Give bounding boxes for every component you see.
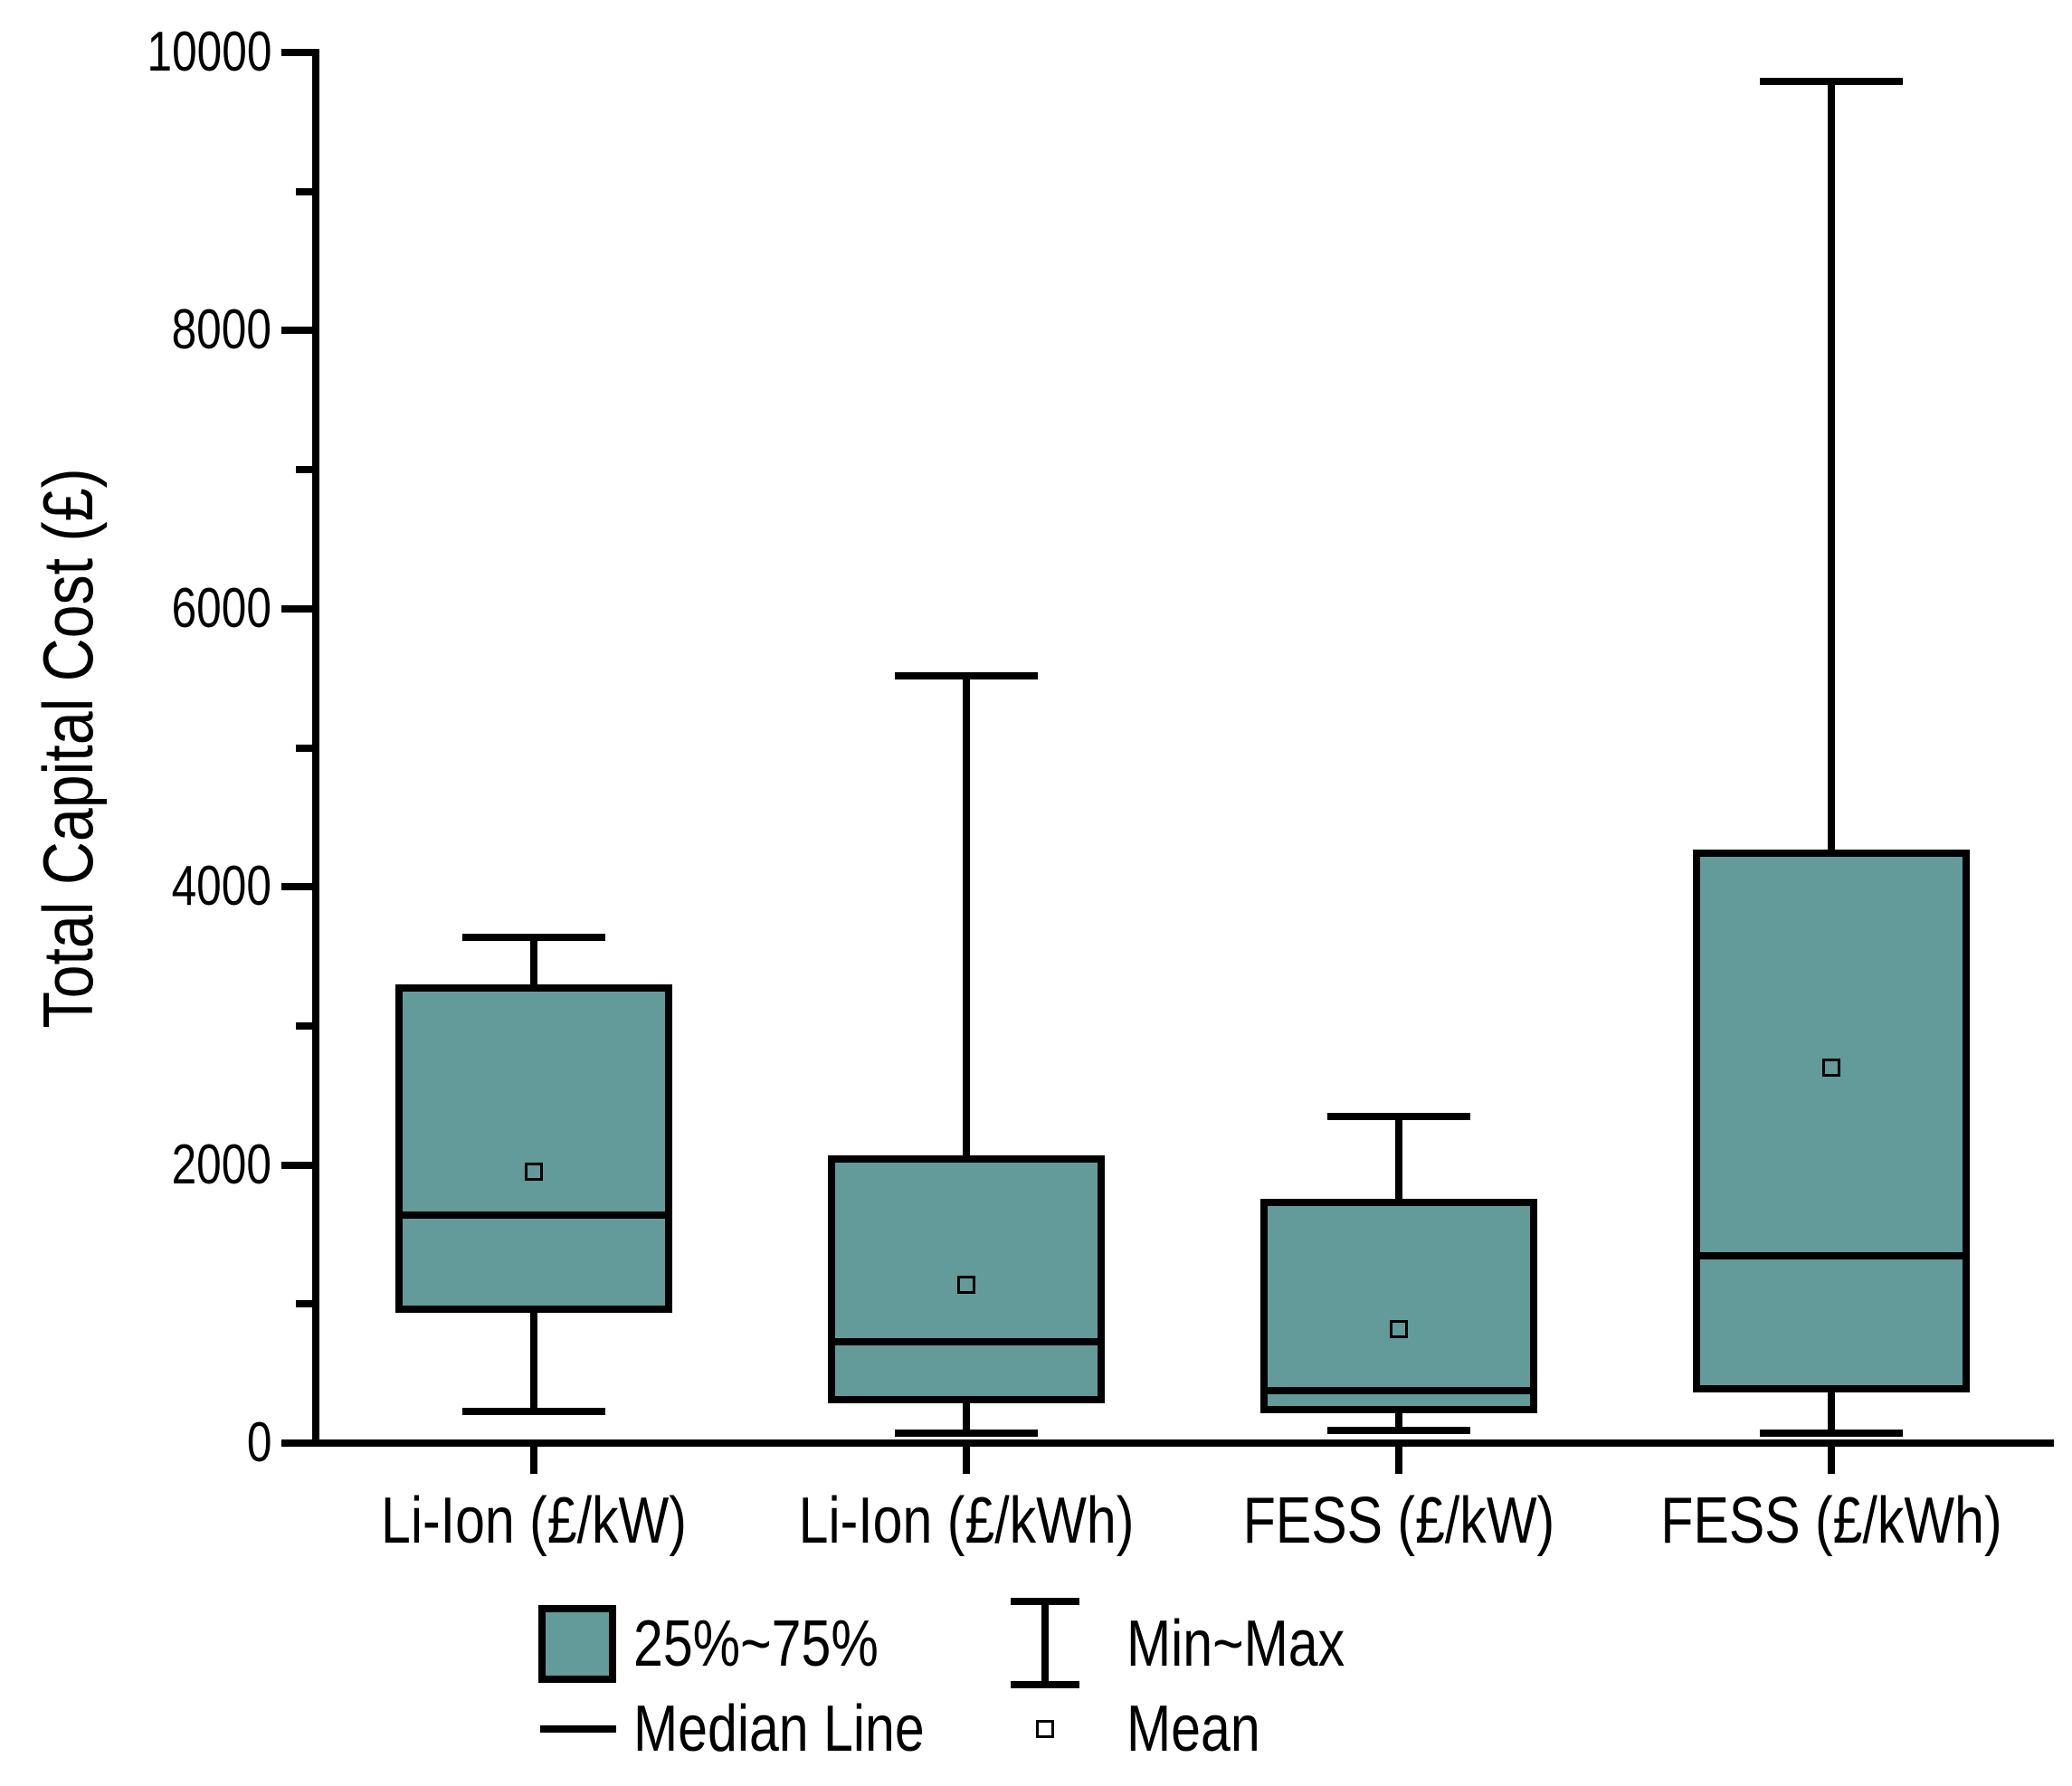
whisker-upper-line <box>530 936 537 989</box>
y-tick-label: 6000 <box>171 576 271 640</box>
y-major-tick <box>281 49 316 56</box>
mean-marker <box>957 1275 975 1294</box>
median-line <box>395 1211 672 1219</box>
iqr-box <box>828 1155 1105 1404</box>
legend-swatch-iqr <box>538 1605 616 1683</box>
y-major-tick <box>281 883 316 891</box>
iqr-box <box>395 984 672 1314</box>
y-tick-label: 8000 <box>171 299 271 362</box>
whisker-min-cap <box>462 1407 605 1415</box>
mean-marker <box>525 1163 543 1182</box>
mean-marker <box>1822 1059 1840 1077</box>
whisker-max-cap <box>1760 78 1903 86</box>
mean-marker <box>1390 1319 1408 1338</box>
whisker-lower-line <box>530 1309 537 1411</box>
y-minor-tick <box>296 466 316 474</box>
x-category-tick <box>963 1443 970 1474</box>
whisker-lower-line <box>1828 1389 1835 1434</box>
y-minor-tick <box>296 187 316 195</box>
y-tick-label: 4000 <box>171 855 271 918</box>
median-line <box>1693 1251 1970 1259</box>
y-major-tick <box>281 327 316 335</box>
whisker-upper-line <box>1828 81 1835 854</box>
y-major-tick <box>281 604 316 613</box>
legend-whisker-icon-bottom-cap <box>1011 1681 1079 1688</box>
x-category-tick <box>530 1443 537 1474</box>
legend-label-median: Median Line <box>633 1693 925 1765</box>
iqr-box <box>1260 1199 1537 1414</box>
legend-label-mean: Mean <box>1126 1693 1260 1765</box>
whisker-min-cap <box>1327 1427 1470 1435</box>
whisker-lower-line <box>963 1400 970 1434</box>
legend-whisker-icon <box>1041 1603 1049 1685</box>
legend-label-minmax: Min~Max <box>1126 1608 1345 1680</box>
y-minor-tick <box>296 744 316 752</box>
x-category-label: FESS (£/kW) <box>1242 1485 1555 1557</box>
whisker-max-cap <box>462 933 605 941</box>
legend-label-iqr: 25%~75% <box>633 1608 879 1680</box>
y-axis-title: Total Capital Cost (£) <box>28 468 108 1029</box>
legend-median-icon <box>540 1725 616 1733</box>
y-tick-label: 2000 <box>171 1133 271 1196</box>
iqr-box <box>1693 850 1970 1393</box>
legend-mean-icon <box>1036 1720 1054 1738</box>
y-minor-tick <box>296 1021 316 1030</box>
median-line <box>1260 1386 1537 1394</box>
x-category-label: Li-Ion (£/kWh) <box>798 1485 1135 1557</box>
whisker-lower-line <box>1395 1410 1402 1431</box>
whisker-upper-line <box>1395 1116 1402 1203</box>
x-category-label: FESS (£/kWh) <box>1660 1485 2002 1557</box>
x-axis-line <box>312 1439 2054 1447</box>
y-major-tick <box>281 1161 316 1169</box>
y-tick-label: 0 <box>246 1411 271 1474</box>
legend-whisker-icon-top-cap <box>1011 1598 1079 1605</box>
y-axis-line <box>312 49 319 1447</box>
median-line <box>828 1337 1105 1345</box>
y-major-tick <box>281 1439 316 1447</box>
whisker-max-cap <box>1327 1112 1470 1120</box>
whisker-min-cap <box>895 1430 1038 1438</box>
x-category-label: Li-Ion (£/kW) <box>381 1485 687 1557</box>
whisker-max-cap <box>895 671 1038 679</box>
whisker-min-cap <box>1760 1430 1903 1438</box>
y-minor-tick <box>296 1300 316 1308</box>
y-tick-label: 10000 <box>147 21 271 83</box>
x-category-tick <box>1828 1443 1835 1474</box>
whisker-upper-line <box>963 675 970 1160</box>
x-category-tick <box>1395 1443 1402 1474</box>
